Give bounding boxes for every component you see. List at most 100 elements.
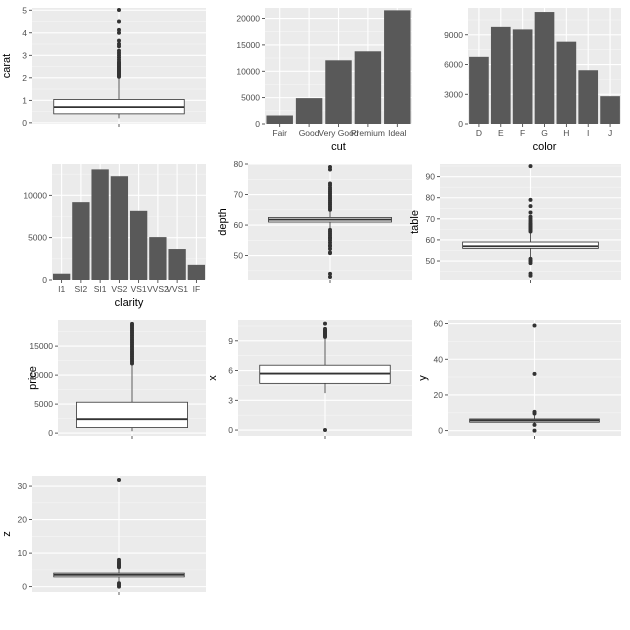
x-tick-label: VS1 bbox=[131, 284, 147, 294]
y-tick-label: 15000 bbox=[236, 40, 260, 50]
outlier-point bbox=[528, 271, 533, 276]
outlier-point bbox=[117, 38, 121, 43]
y-tick-label: 4 bbox=[22, 28, 27, 38]
y-axis-title: z bbox=[1, 531, 13, 537]
y-tick-label: 3 bbox=[22, 50, 27, 60]
y-tick-label: 40 bbox=[434, 354, 444, 364]
y-tick-label: 0 bbox=[48, 428, 53, 438]
y-tick-label: 0 bbox=[22, 118, 27, 128]
x-tick-label: J bbox=[608, 128, 612, 138]
y-tick-label: 10000 bbox=[29, 370, 53, 380]
bar-j bbox=[600, 96, 620, 124]
y-axis-title: price bbox=[27, 366, 39, 390]
outlier-point bbox=[323, 428, 327, 433]
x-tick-label: Premium bbox=[351, 128, 385, 138]
outlier-point bbox=[532, 323, 537, 328]
y-tick-label: 20 bbox=[434, 390, 444, 400]
y-tick-label: 10000 bbox=[236, 66, 260, 76]
panel-y: 0 20 40 60 y bbox=[417, 319, 621, 439]
bar-si1 bbox=[91, 169, 109, 280]
y-axis-title: carat bbox=[1, 54, 13, 78]
x-tick-label: Good bbox=[299, 128, 320, 138]
outlier-point bbox=[528, 204, 533, 209]
y-tick-label: 15000 bbox=[29, 341, 53, 351]
x-tick-label: SI2 bbox=[74, 284, 87, 294]
outlier-point bbox=[117, 27, 121, 32]
outlier-point bbox=[117, 42, 121, 47]
outlier-point bbox=[117, 30, 121, 35]
y-tick-label: 3000 bbox=[444, 89, 463, 99]
x-tick-label: I bbox=[587, 128, 589, 138]
x-tick-label: VS2 bbox=[111, 284, 127, 294]
panel-depth: 50 60 70 80 depth bbox=[217, 159, 412, 283]
bar-good bbox=[295, 98, 323, 124]
y-axis-title: depth bbox=[217, 208, 229, 236]
outlier-point bbox=[528, 210, 533, 215]
y-tick-label: 3 bbox=[228, 395, 233, 405]
x-axis-title: color bbox=[533, 141, 557, 153]
bar-g bbox=[534, 12, 555, 124]
x-tick-label: D bbox=[476, 128, 482, 138]
x-axis-title: cut bbox=[331, 141, 346, 153]
x-tick-label: Very Good bbox=[318, 128, 358, 138]
bar-si2 bbox=[72, 202, 90, 280]
bar-premium bbox=[354, 51, 382, 125]
outlier-point bbox=[328, 250, 332, 255]
outlier-point bbox=[528, 256, 533, 261]
bar-d bbox=[469, 56, 489, 125]
bar-e bbox=[490, 26, 511, 125]
bar-vs2 bbox=[110, 176, 129, 280]
outlier-point bbox=[117, 8, 121, 13]
panel-x: 0 3 6 9 x bbox=[207, 320, 412, 439]
y-tick-label: 0 bbox=[255, 119, 260, 129]
box-iqr bbox=[462, 241, 599, 249]
y-tick-label: 5000 bbox=[34, 399, 53, 409]
bar-vvs1 bbox=[168, 249, 186, 280]
panel-carat: 0 1 2 3 4 5 carat bbox=[1, 5, 206, 128]
y-tick-label: 60 bbox=[234, 220, 244, 230]
outlier-point bbox=[528, 214, 533, 219]
x-tick-label: IF bbox=[193, 284, 201, 294]
panel-price: 0 5000 10000 15000 price bbox=[27, 320, 206, 439]
y-tick-label: 0 bbox=[458, 119, 463, 129]
x-tick-label: Ideal bbox=[388, 128, 407, 138]
box-iqr bbox=[76, 401, 188, 428]
outlier-point bbox=[323, 321, 327, 326]
outlier-point bbox=[328, 165, 332, 170]
y-tick-label: 90 bbox=[426, 172, 436, 182]
outlier-point bbox=[117, 48, 121, 53]
bar-i1 bbox=[52, 273, 71, 280]
outlier-point bbox=[532, 428, 537, 433]
y-tick-label: 30 bbox=[18, 481, 28, 491]
y-tick-label: 80 bbox=[234, 159, 244, 169]
x-tick-label: H bbox=[563, 128, 569, 138]
outlier-point bbox=[117, 557, 121, 562]
y-tick-label: 0 bbox=[22, 582, 27, 592]
outlier-point bbox=[328, 181, 332, 186]
y-tick-label: 6000 bbox=[444, 60, 463, 70]
bar-vvs2 bbox=[149, 237, 167, 280]
x-tick-label: Fair bbox=[272, 128, 287, 138]
y-axis-title: table bbox=[409, 210, 421, 234]
y-tick-label: 60 bbox=[426, 235, 436, 245]
y-tick-label: 0 bbox=[438, 426, 443, 436]
outlier-point bbox=[528, 197, 533, 202]
y-tick-label: 5 bbox=[22, 5, 27, 15]
outlier-point bbox=[117, 19, 121, 24]
panel-z: 0 10 20 30 z bbox=[1, 476, 206, 595]
y-tick-label: 20 bbox=[18, 515, 28, 525]
y-tick-label: 60 bbox=[434, 319, 444, 329]
y-tick-label: 50 bbox=[234, 251, 244, 261]
panel-table: 50 60 70 80 90 table bbox=[409, 164, 621, 283]
bar-ideal bbox=[384, 10, 411, 124]
x-tick-label: VVS1 bbox=[166, 284, 188, 294]
bar-fair bbox=[266, 115, 293, 124]
x-tick-label: SI1 bbox=[94, 284, 107, 294]
x-axis-title: clarity bbox=[115, 297, 144, 309]
x-tick-label: G bbox=[541, 128, 548, 138]
x-tick-label: I1 bbox=[58, 284, 65, 294]
y-tick-label: 50 bbox=[426, 256, 436, 266]
y-tick-label: 70 bbox=[234, 190, 244, 200]
